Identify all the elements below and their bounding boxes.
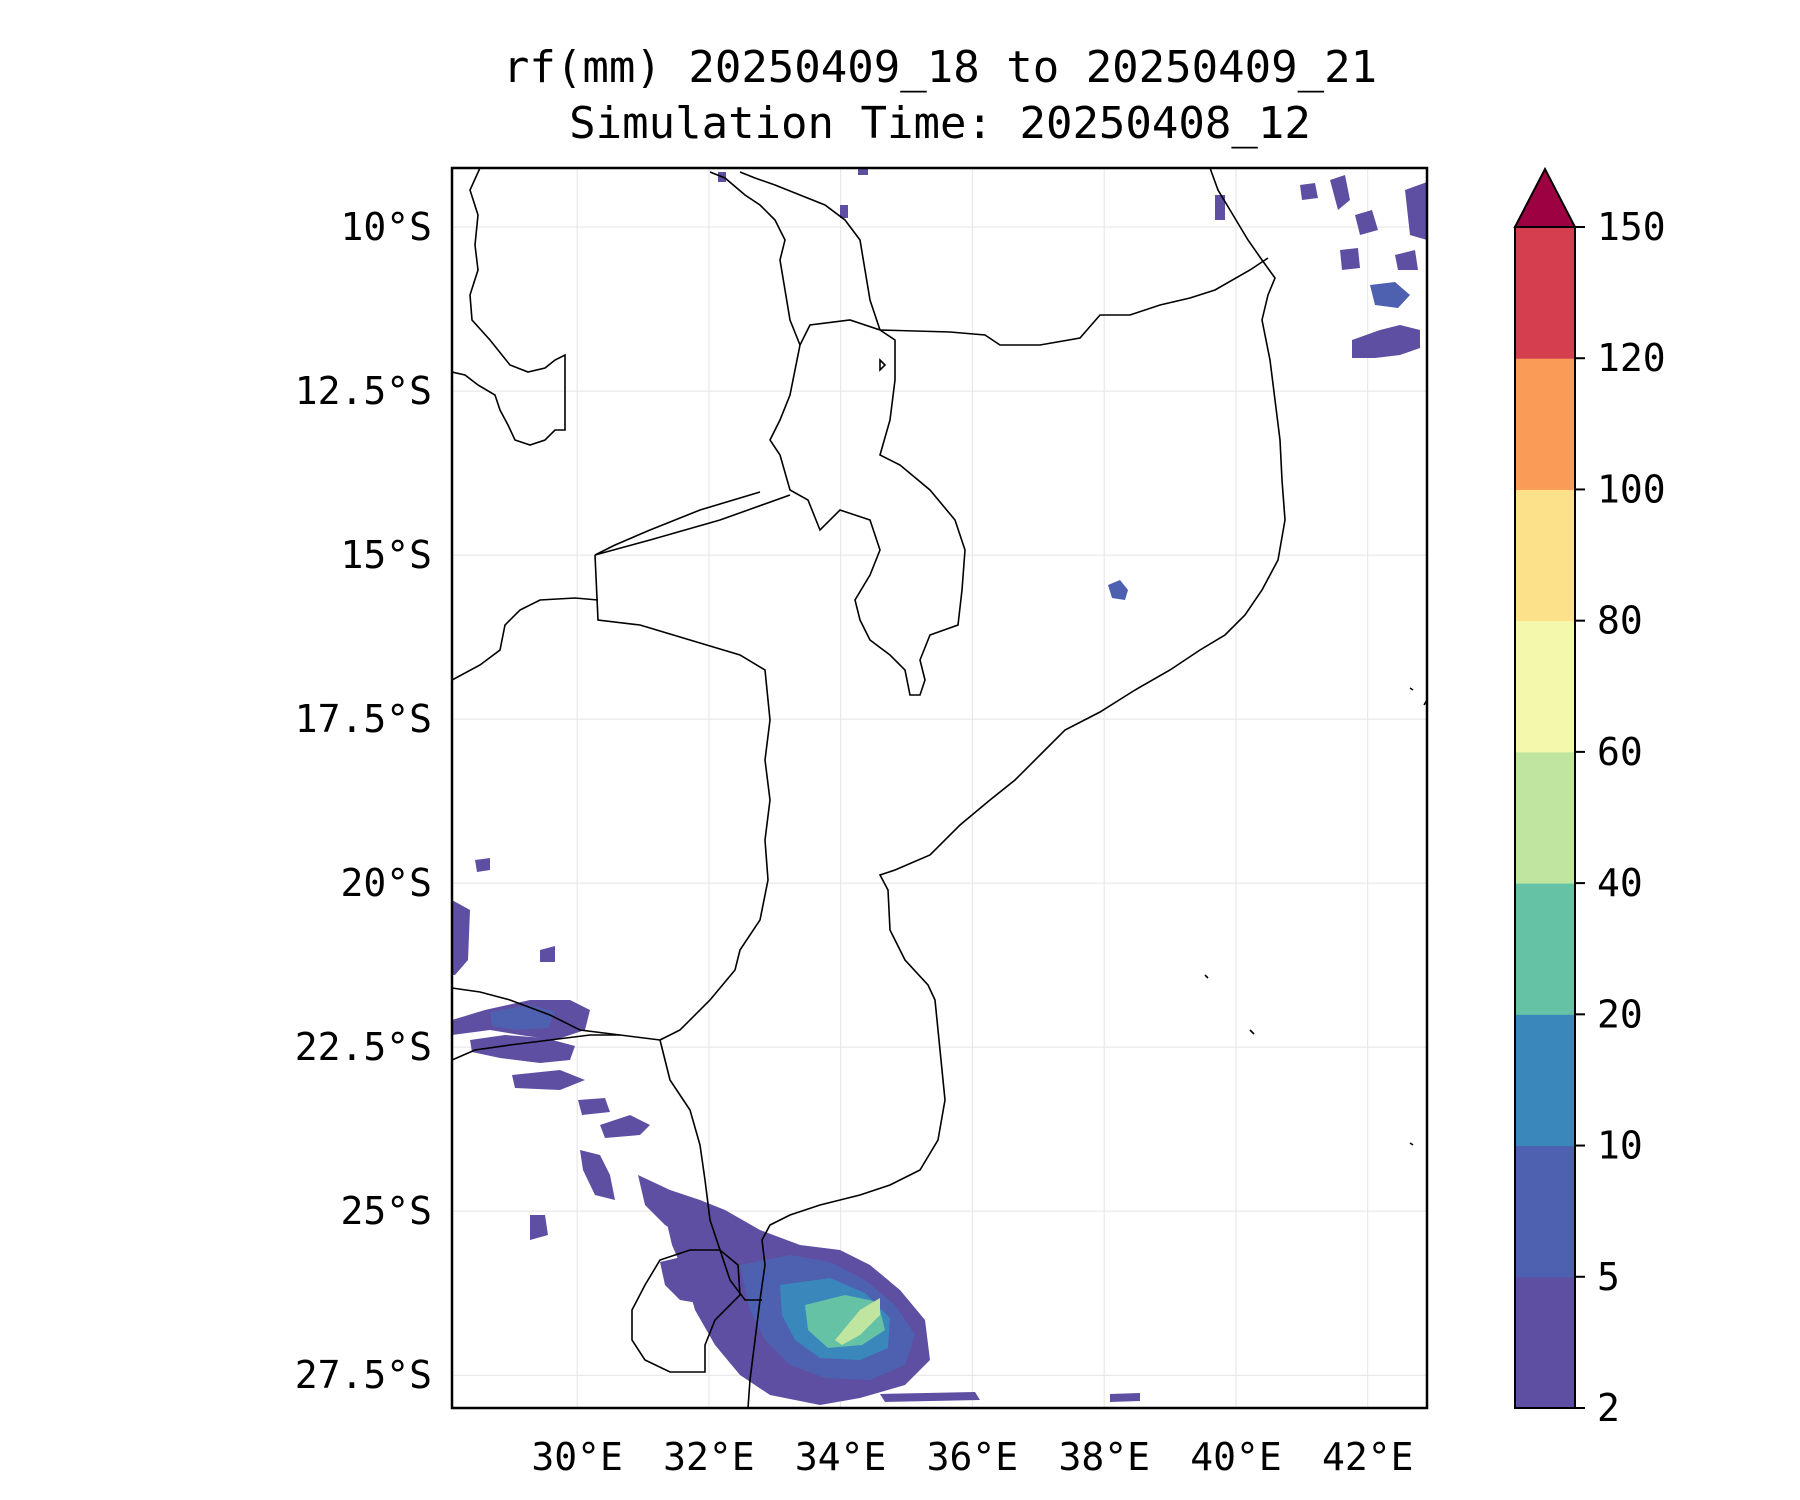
lon-tick-label: 40°E xyxy=(1190,1435,1282,1479)
lon-tick-label: 42°E xyxy=(1322,1435,1414,1479)
boundaries xyxy=(452,168,1427,1408)
rain-region-sw-8 xyxy=(638,1175,720,1240)
border-mozambique-tanzania xyxy=(879,257,1269,346)
rain-region-sw-12 xyxy=(540,946,555,962)
lat-tick-label: 10°S xyxy=(340,205,432,249)
rain-region-ne-1 xyxy=(1352,325,1420,358)
lat-tick-label: 17.5°S xyxy=(295,697,432,741)
colorbar-tick-label: 150 xyxy=(1597,205,1666,249)
rain-region-ne-7 xyxy=(1395,250,1418,270)
lat-tick-label: 25°S xyxy=(340,1189,432,1233)
rain-region-south-strip xyxy=(880,1392,980,1402)
border-zambia-tanzania-west xyxy=(709,171,801,346)
lon-tick-label: 38°E xyxy=(1058,1435,1150,1479)
colorbar-tick-label: 120 xyxy=(1597,336,1666,380)
border-malawi xyxy=(769,319,966,696)
lon-tick-label: 32°E xyxy=(663,1435,755,1479)
border-sa-mozambique xyxy=(659,1039,762,1301)
lat-tick-label: 22.5°S xyxy=(295,1025,432,1069)
colorbar-segment xyxy=(1515,489,1575,622)
island-2 xyxy=(1204,974,1209,979)
lat-tick-label: 12.5°S xyxy=(295,369,432,413)
rain-region-ne-2 xyxy=(1370,282,1410,308)
colorbar-tick-label: 80 xyxy=(1597,599,1643,643)
border-tanzania-malawi xyxy=(739,171,881,331)
colorbar-tick-label: 60 xyxy=(1597,730,1643,774)
rain-region-ne-4 xyxy=(1355,210,1378,235)
coastline-east-africa xyxy=(747,168,1286,1408)
colorbar-extend-arrow xyxy=(1513,166,1577,228)
colorbar-segment xyxy=(1515,620,1575,753)
rain-region-central xyxy=(1108,580,1128,600)
lat-tick-label: 20°S xyxy=(340,861,432,905)
rain-region-south-dot xyxy=(1110,1393,1140,1402)
map-background xyxy=(452,168,1427,1408)
island-1 xyxy=(1249,1029,1255,1035)
border-botswana-sa xyxy=(452,1034,620,1061)
rain-region-sw-9 xyxy=(530,1215,548,1240)
colorbar-segment xyxy=(1515,751,1575,884)
colorbar-segment xyxy=(1515,227,1575,359)
island-4 xyxy=(1409,1142,1414,1146)
rain-region-sw-5 xyxy=(578,1098,610,1115)
rain-region-north-dot-4 xyxy=(1215,195,1225,220)
colorbar-segment xyxy=(1515,1014,1575,1147)
rain-region-sw-11 xyxy=(475,858,490,872)
colorbar-tick-label: 2 xyxy=(1597,1386,1620,1430)
rain-region-ne-6 xyxy=(1340,248,1360,270)
lat-tick-label: 27.5°S xyxy=(295,1353,432,1397)
rain-region-sw-4 xyxy=(512,1070,585,1090)
island-lake-1 xyxy=(879,358,887,372)
longitude-ticks: 30°E 32°E 34°E 36°E 38°E 40°E 42°E xyxy=(531,1435,1413,1479)
title-line-2: Simulation Time: 20250408_12 xyxy=(569,98,1311,149)
island-3 xyxy=(1409,687,1414,691)
border-zimbabwe-mozambique xyxy=(594,554,771,1041)
map-panel[interactable] xyxy=(450,166,1429,1410)
colorbar: 2 5 10 20 40 60 80 100 120 150 xyxy=(1513,166,1666,1430)
colorbar-segment xyxy=(1515,883,1575,1015)
border-zambia-mozambique xyxy=(594,494,791,556)
colorbar-segment xyxy=(1515,1145,1575,1278)
title-line-1: rf(mm) 20250409_18 to 20250409_21 xyxy=(503,42,1377,93)
lon-tick-label: 30°E xyxy=(531,1435,623,1479)
rain-region-sw-7 xyxy=(580,1150,615,1200)
rain-region-ne-5 xyxy=(1405,182,1427,240)
rain-region-north-dot-3 xyxy=(858,168,868,175)
border-northwest xyxy=(452,168,566,446)
colorbar-tick-label: 10 xyxy=(1597,1124,1643,1168)
colorbar-tick-label: 20 xyxy=(1597,992,1643,1036)
lon-tick-label: 34°E xyxy=(795,1435,887,1479)
colorbar-tick-label: 100 xyxy=(1597,467,1666,511)
rain-region-sw-3 xyxy=(452,900,470,975)
rain-field xyxy=(452,168,1427,1405)
latitude-ticks: 10°S 12.5°S 15°S 17.5°S 20°S 22.5°S 25°S 27.5°S xyxy=(295,205,432,1397)
rain-region-sw-10 xyxy=(660,1255,735,1305)
colorbar-segment xyxy=(1515,1276,1575,1409)
colorbar-frame xyxy=(1514,226,1576,1409)
border-zambia-north xyxy=(594,491,761,556)
lon-tick-label: 36°E xyxy=(927,1435,1019,1479)
rain-region-main-40-60 xyxy=(835,1298,880,1345)
rain-region-ne-8 xyxy=(1300,183,1318,200)
rain-region-sw-2 xyxy=(470,1035,575,1063)
rain-region-north-dot-2 xyxy=(840,205,848,218)
colorbar-tick-label: 40 xyxy=(1597,861,1643,905)
border-zambia-zimbabwe xyxy=(452,597,599,681)
colorbar-segment xyxy=(1515,358,1575,490)
border-eswatini xyxy=(631,1249,741,1373)
colorbar-tick-label: 5 xyxy=(1597,1255,1620,1299)
rain-region-ne-3 xyxy=(1330,175,1350,210)
map-frame xyxy=(450,166,1429,1410)
lat-tick-label: 15°S xyxy=(340,533,432,577)
rain-region-sw-6 xyxy=(600,1115,650,1138)
